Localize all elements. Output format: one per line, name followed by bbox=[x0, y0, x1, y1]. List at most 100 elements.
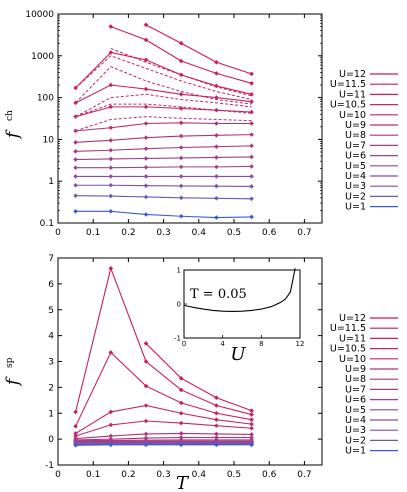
legend-label: U=9 bbox=[345, 120, 366, 131]
data-point bbox=[249, 164, 254, 169]
data-point bbox=[214, 423, 219, 428]
series-line-U=11 bbox=[75, 51, 252, 95]
y-tick-label: 1 bbox=[48, 409, 54, 419]
data-point bbox=[214, 71, 219, 76]
data-point bbox=[108, 138, 114, 143]
data-point bbox=[178, 145, 184, 150]
y-tick-label: 0 bbox=[48, 435, 54, 445]
data-point bbox=[143, 403, 149, 408]
dashed-series-line bbox=[75, 93, 252, 118]
data-point bbox=[143, 359, 149, 364]
legend-label: U=7 bbox=[345, 384, 366, 395]
x-tick-label: 0.1 bbox=[86, 470, 100, 480]
series-line-U=2 bbox=[75, 195, 252, 200]
series-line-U=3 bbox=[75, 184, 252, 187]
dashed-series-line bbox=[75, 66, 252, 105]
legend-label: U=11 bbox=[339, 89, 366, 100]
data-point bbox=[108, 147, 114, 153]
data-point bbox=[178, 387, 184, 393]
data-point bbox=[214, 215, 219, 220]
data-point bbox=[73, 157, 78, 162]
data-point bbox=[73, 443, 78, 448]
data-point bbox=[108, 409, 114, 415]
data-point bbox=[178, 400, 184, 406]
data-point bbox=[178, 155, 184, 161]
y-tick-label: 10000 bbox=[25, 10, 54, 20]
inset-x-tick-label: 8 bbox=[259, 340, 263, 348]
y-axis-label-superscript: sp bbox=[5, 357, 15, 368]
series-line-U=1 bbox=[75, 444, 252, 446]
data-point bbox=[108, 24, 114, 29]
data-point bbox=[178, 106, 184, 111]
legend-label: U=4 bbox=[345, 171, 366, 182]
series-line-U=10 bbox=[75, 420, 252, 437]
legend-label: U=5 bbox=[345, 405, 366, 416]
data-point bbox=[73, 182, 78, 188]
series-line-U=10.5 bbox=[75, 84, 252, 104]
data-point bbox=[108, 50, 114, 55]
data-point bbox=[249, 99, 254, 104]
dashed-series-line bbox=[75, 55, 252, 101]
data-point bbox=[178, 164, 184, 170]
data-point bbox=[249, 121, 254, 126]
x-tick-label: 0 bbox=[55, 228, 61, 238]
data-point bbox=[249, 435, 254, 440]
inset-x-axis-label: U bbox=[230, 344, 246, 365]
legend-label: U=9 bbox=[345, 364, 366, 375]
data-point bbox=[214, 195, 219, 201]
data-point bbox=[214, 107, 219, 113]
data-point bbox=[108, 422, 114, 428]
plot-frame bbox=[57, 13, 323, 224]
y-tick-label: 3 bbox=[48, 358, 54, 368]
legend-label: U=11 bbox=[339, 333, 366, 344]
legend-label: U=3 bbox=[345, 181, 366, 192]
legend-label: U=1 bbox=[345, 202, 366, 213]
legend-label: U=6 bbox=[345, 395, 366, 406]
data-point bbox=[108, 209, 114, 214]
data-point bbox=[143, 383, 149, 389]
data-point bbox=[73, 140, 78, 145]
series-line-U=12 bbox=[145, 342, 252, 412]
data-point bbox=[249, 154, 254, 160]
data-point bbox=[214, 183, 219, 189]
legend-label: U=12 bbox=[339, 313, 366, 324]
legend-label: U=10 bbox=[339, 354, 366, 365]
data-point bbox=[214, 403, 219, 408]
legend-label: U=2 bbox=[345, 435, 366, 446]
series-line-U=9 bbox=[75, 432, 252, 440]
legend-label: U=10.5 bbox=[330, 100, 366, 111]
data-point bbox=[143, 121, 149, 126]
data-point bbox=[178, 174, 184, 179]
data-point bbox=[108, 174, 114, 179]
y-tick-label: 2 bbox=[48, 383, 54, 393]
legend-label: U=2 bbox=[345, 191, 366, 202]
inset-curve bbox=[183, 268, 296, 313]
data-point bbox=[178, 431, 184, 436]
data-point bbox=[249, 174, 254, 179]
legend-label: U=4 bbox=[345, 415, 366, 426]
legend-label: U=7 bbox=[345, 140, 366, 151]
data-point bbox=[73, 100, 78, 106]
data-point bbox=[143, 174, 149, 179]
data-point bbox=[143, 418, 149, 424]
y-tick-label: -1 bbox=[45, 461, 54, 471]
series-line-U=1 bbox=[75, 210, 252, 219]
y-axis-label: f bbox=[3, 376, 23, 387]
y-tick-label: 10 bbox=[43, 135, 55, 145]
data-point bbox=[249, 71, 254, 77]
y-tick-label: 6 bbox=[48, 280, 54, 290]
data-point bbox=[143, 183, 149, 189]
series-line-U=10.5 bbox=[75, 404, 252, 434]
data-point bbox=[249, 214, 254, 220]
data-point bbox=[178, 420, 184, 426]
y-tick-label: 1000 bbox=[31, 52, 54, 62]
bottom-panel: 0 0.1 0.2 0.3 0.4 0.5 0.6 0.7-101234567fspTU=12… bbox=[3, 254, 398, 492]
data-point bbox=[249, 184, 254, 189]
data-point bbox=[73, 174, 78, 179]
series-line-U=10 bbox=[75, 106, 252, 118]
data-point bbox=[73, 148, 78, 154]
data-point bbox=[214, 164, 219, 170]
data-point bbox=[73, 128, 78, 134]
data-point bbox=[214, 442, 219, 448]
